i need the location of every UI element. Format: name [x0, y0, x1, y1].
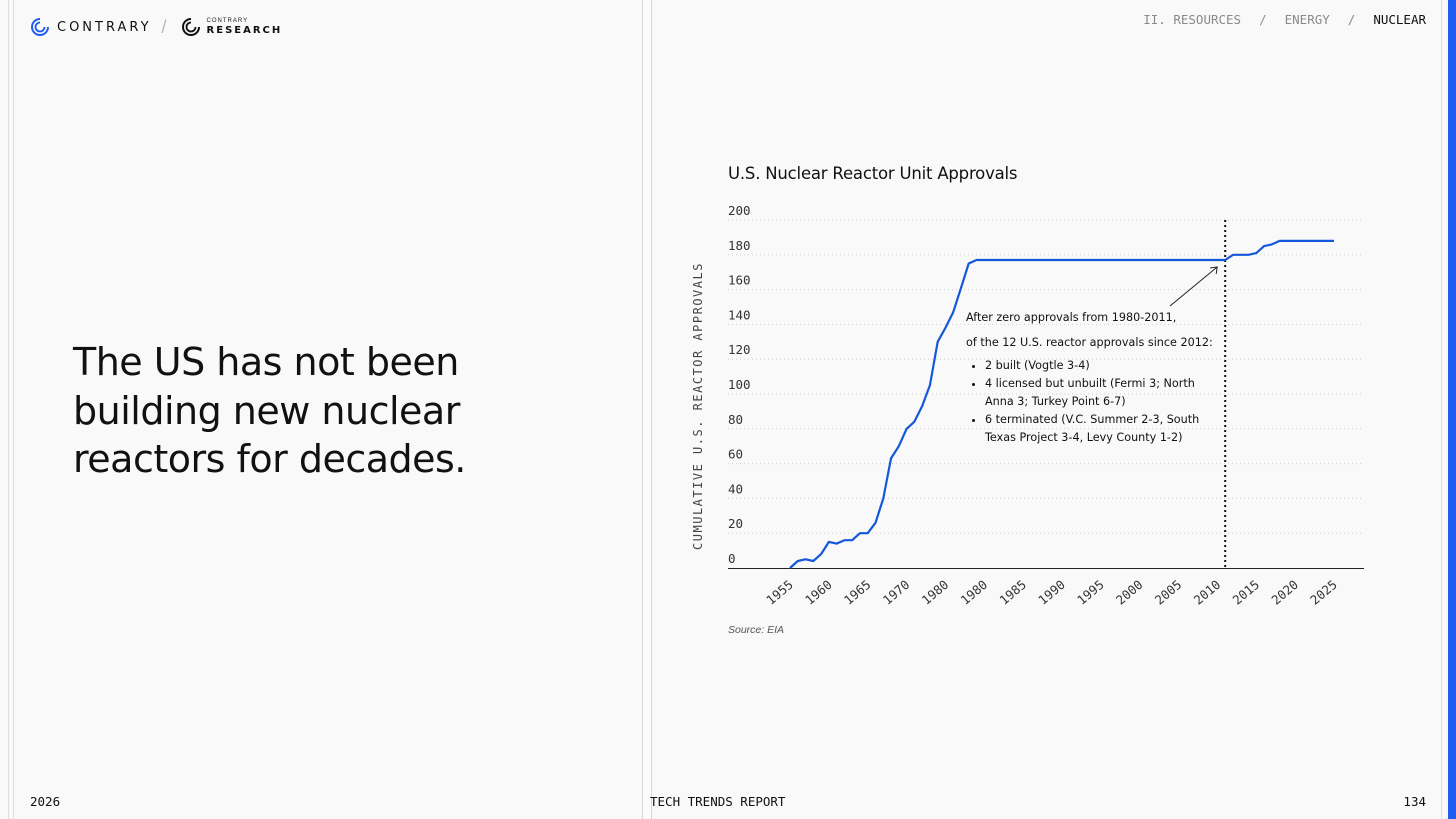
breadcrumb-item-energy[interactable]: ENERGY [1284, 12, 1330, 27]
chart-annotation: After zero approvals from 1980-2011, of … [966, 309, 1216, 447]
annotation-intro: After zero approvals from 1980-2011, [966, 311, 1177, 324]
footer-report-title: TECH TRENDS REPORT [650, 794, 786, 809]
y-axis-label: CUMULATIVE U.S. REACTOR APPROVALS [691, 262, 705, 550]
breadcrumb-separator: / [1259, 12, 1267, 27]
y-tick-label: 200 [728, 203, 751, 218]
x-tick-label: 1960 [802, 577, 835, 608]
contrary-logo-icon [31, 18, 49, 36]
research-logo-icon [181, 18, 200, 36]
research-wordmark: CONTRARY RESEARCH [207, 18, 283, 36]
x-tick-label: 1965 [841, 577, 874, 608]
x-tick-label: 1980 [919, 577, 952, 608]
logo-separator: / [161, 16, 167, 37]
y-tick-label: 120 [728, 342, 751, 357]
x-tick-label: 2015 [1230, 577, 1263, 608]
series-line-cumulative-approvals [789, 239, 1334, 569]
research-wordmark-big: RESEARCH [206, 25, 283, 36]
x-tick-label: 1990 [1035, 577, 1068, 608]
x-tick-label: 2010 [1191, 577, 1224, 608]
breadcrumb-item-nuclear[interactable]: NUCLEAR [1373, 12, 1426, 27]
footer-year: 2026 [30, 794, 61, 809]
research-wordmark-small: CONTRARY [206, 18, 249, 24]
x-tick-label: 1970 [880, 577, 913, 608]
x-tick-label: 1995 [1074, 577, 1107, 608]
breadcrumb-item-resources[interactable]: II. RESOURCES [1143, 12, 1242, 27]
annotation-bullet: 2 built (Vogtle 3-4) [985, 357, 1216, 375]
chart-title: U.S. Nuclear Reactor Unit Approvals [728, 164, 1018, 183]
breadcrumb-separator: / [1347, 12, 1356, 27]
x-tick-label: 1985 [996, 577, 1029, 608]
y-tick-label: 180 [728, 238, 751, 253]
breadcrumb: II. RESOURCES / ENERGY / NUCLEAR [1143, 12, 1426, 27]
y-tick-label: 60 [728, 447, 743, 462]
y-tick-label: 140 [728, 307, 751, 322]
y-tick-label: 100 [728, 377, 751, 392]
accent-bar [1448, 0, 1456, 819]
y-tick-label: 20 [728, 516, 743, 531]
y-tick-label: 80 [728, 412, 743, 427]
annotation-arrow-head [1210, 266, 1218, 275]
page-headline: The US has not been building new nuclear… [73, 340, 466, 481]
x-tick-label: 1980 [958, 577, 991, 608]
x-tick-label: 2005 [1152, 577, 1185, 608]
annotation-lead: of the 12 U.S. reactor approvals since 2… [966, 336, 1213, 349]
annotation-list: 2 built (Vogtle 3-4) 4 licensed but unbu… [966, 357, 1216, 447]
left-frame-border [8, 0, 14, 819]
y-tick-label: 160 [728, 273, 751, 288]
x-tick-label: 1955 [763, 577, 796, 608]
page-divider [642, 0, 652, 819]
annotation-bullet: 4 licensed but unbuilt (Fermi 3; North A… [985, 375, 1216, 411]
y-tick-label: 0 [728, 551, 736, 566]
annotation-bullet: 6 terminated (V.C. Summer 2-3, South Tex… [985, 411, 1216, 447]
chart-source: Source: EIA [728, 624, 785, 636]
annotation-arrow-line [1169, 266, 1218, 307]
x-tick-label: 2025 [1307, 577, 1340, 608]
x-tick-label: 2000 [1113, 577, 1146, 608]
brand-name: CONTRARY [57, 19, 152, 35]
footer-page-number: 134 [1403, 794, 1426, 809]
right-frame-border [1441, 0, 1442, 819]
brand-logo[interactable]: CONTRARY / CONTRARY RESEARCH [30, 16, 282, 38]
x-tick-label: 2020 [1268, 577, 1301, 608]
y-tick-label: 40 [728, 481, 743, 496]
